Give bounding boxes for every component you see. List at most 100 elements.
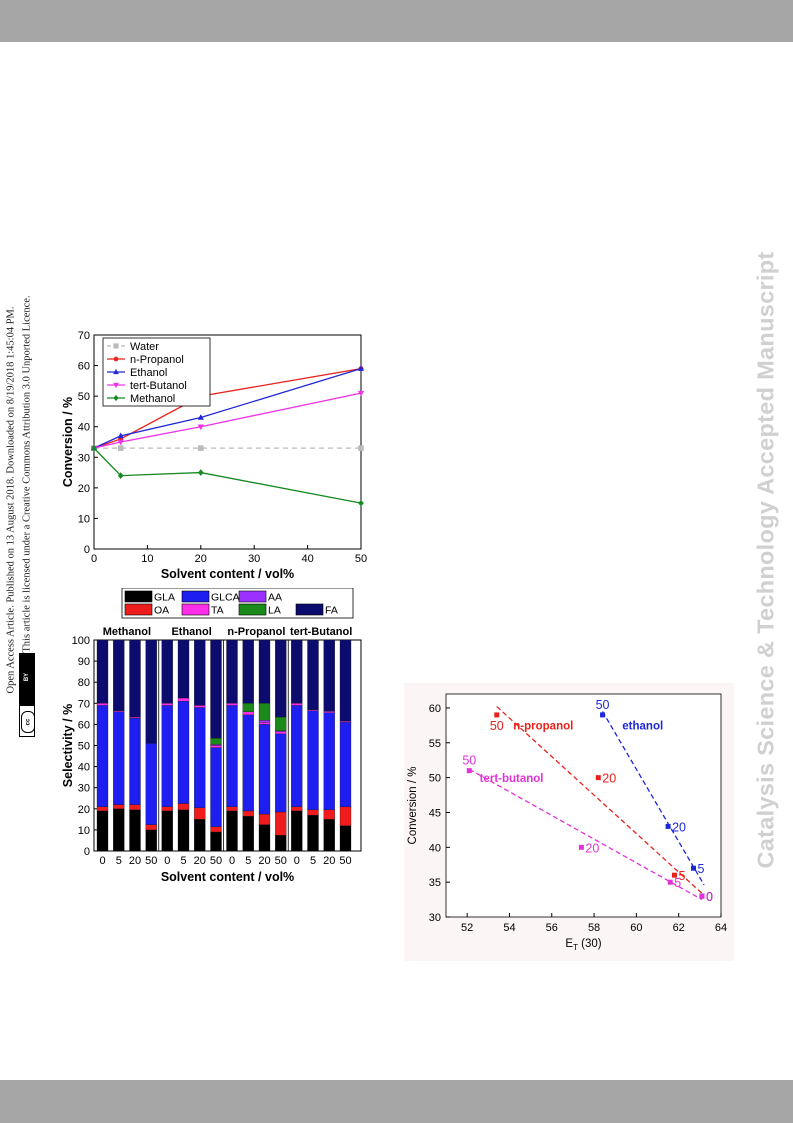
bar-segment bbox=[226, 703, 238, 706]
data-point bbox=[117, 445, 124, 451]
data-point bbox=[671, 872, 677, 878]
data-point bbox=[595, 775, 601, 781]
legend-label: n-Propanol bbox=[130, 354, 184, 366]
bar-segment bbox=[210, 745, 222, 748]
x-tick-label: 5 bbox=[116, 855, 122, 867]
bar-segment bbox=[145, 743, 157, 825]
bar-segment bbox=[96, 806, 109, 812]
legend-label: LA bbox=[268, 605, 281, 617]
bar-segment bbox=[275, 639, 287, 718]
y-axis-label: Selectivity / % bbox=[61, 704, 75, 787]
bar-segment bbox=[339, 825, 352, 852]
data-point bbox=[667, 879, 673, 885]
bar-segment bbox=[210, 747, 222, 827]
bar-segment bbox=[161, 639, 173, 704]
series-line bbox=[93, 368, 362, 449]
legend-label: AA bbox=[268, 592, 282, 604]
x-tick-label: 5 bbox=[310, 855, 316, 867]
bar-segment bbox=[96, 810, 109, 852]
bar-segment bbox=[339, 722, 352, 807]
y-tick-label: 40 bbox=[78, 762, 90, 774]
point-label: 5 bbox=[678, 869, 685, 883]
data-point bbox=[699, 893, 705, 899]
x-tick-label: 50 bbox=[355, 553, 367, 565]
cc-by-badge[interactable]: BY cc bbox=[19, 653, 35, 737]
x-tick-label: 50 bbox=[339, 855, 351, 867]
series-line bbox=[93, 367, 362, 449]
bar-segment bbox=[307, 814, 319, 852]
data-point bbox=[117, 432, 124, 439]
y-tick-label: 40 bbox=[429, 842, 441, 854]
bar-segment bbox=[339, 806, 352, 826]
data-point bbox=[358, 499, 364, 507]
bar-segment bbox=[194, 807, 206, 820]
bar-segment bbox=[161, 705, 173, 807]
x-tick-label: 60 bbox=[630, 922, 642, 934]
bar-segment bbox=[323, 809, 335, 820]
bar-segment bbox=[129, 804, 141, 811]
point-label: 20 bbox=[585, 841, 599, 855]
bar-segment bbox=[226, 810, 238, 852]
bar-segment bbox=[113, 639, 125, 711]
bar-segment bbox=[210, 744, 222, 746]
bar-segment bbox=[242, 639, 254, 704]
legend-swatch bbox=[181, 603, 210, 616]
bar-segment bbox=[113, 711, 125, 805]
bar-segment bbox=[258, 722, 271, 725]
series-label: ethanol bbox=[622, 721, 663, 733]
bar-segment bbox=[275, 835, 287, 852]
bar-segment bbox=[339, 721, 352, 723]
legend-label: Ethanol bbox=[130, 367, 167, 379]
bar-segment bbox=[145, 829, 157, 852]
data-point bbox=[466, 768, 472, 774]
x-tick-label: 62 bbox=[673, 922, 685, 934]
top-banner bbox=[0, 0, 793, 42]
access-notice-line2[interactable]: This article is licensed under a Creativ… bbox=[21, 295, 33, 653]
bar-segment bbox=[177, 639, 190, 699]
x-tick-label: 50 bbox=[275, 855, 287, 867]
bar-segment bbox=[258, 703, 271, 721]
bar-segment bbox=[275, 731, 287, 735]
x-tick-label: 50 bbox=[145, 855, 157, 867]
bar-segment bbox=[194, 705, 206, 708]
bar-segment bbox=[307, 709, 319, 711]
legend-marker bbox=[113, 368, 119, 375]
bar-segment bbox=[323, 712, 335, 811]
data-point bbox=[197, 414, 204, 420]
legend-marker bbox=[113, 343, 119, 349]
x-axis-label: Solvent content / vol% bbox=[161, 870, 294, 884]
legend-label: Water bbox=[130, 341, 159, 353]
plot-frame bbox=[93, 334, 362, 550]
data-point bbox=[91, 444, 97, 452]
point-label: 0 bbox=[706, 890, 713, 904]
bar-segment bbox=[129, 809, 141, 852]
bar-segment bbox=[210, 737, 222, 745]
y-tick-label: 30 bbox=[429, 912, 441, 924]
bar-segment bbox=[242, 810, 254, 817]
fit-line bbox=[468, 768, 703, 901]
data-point bbox=[691, 865, 696, 871]
y-tick-label: 60 bbox=[78, 361, 90, 373]
y-tick-label: 70 bbox=[78, 330, 90, 342]
data-point bbox=[665, 823, 671, 829]
series-line bbox=[93, 392, 362, 449]
y-tick-label: 90 bbox=[78, 656, 90, 668]
x-tick-label: 64 bbox=[715, 922, 727, 934]
bar-segment bbox=[113, 710, 125, 712]
point-label: 20 bbox=[672, 820, 686, 834]
cc-badge-dark-panel bbox=[20, 654, 34, 706]
legend-label: tert-Butanol bbox=[130, 380, 187, 392]
point-label: 0 bbox=[706, 890, 713, 904]
x-tick-label: 56 bbox=[546, 922, 558, 934]
y-tick-label: 40 bbox=[78, 422, 90, 434]
x-tick-label: 20 bbox=[195, 553, 207, 565]
x-tick-label: 20 bbox=[258, 855, 270, 867]
bar-segment bbox=[307, 639, 319, 710]
legend-label: FA bbox=[325, 605, 338, 617]
legend-label: GLA bbox=[154, 592, 175, 604]
access-notice-line1: Open Access Article. Published on 13 Aug… bbox=[5, 306, 17, 694]
y-tick-label: 100 bbox=[72, 635, 90, 647]
bar-segment bbox=[291, 703, 303, 706]
x-tick-label: 0 bbox=[294, 855, 300, 867]
data-point bbox=[117, 472, 124, 479]
